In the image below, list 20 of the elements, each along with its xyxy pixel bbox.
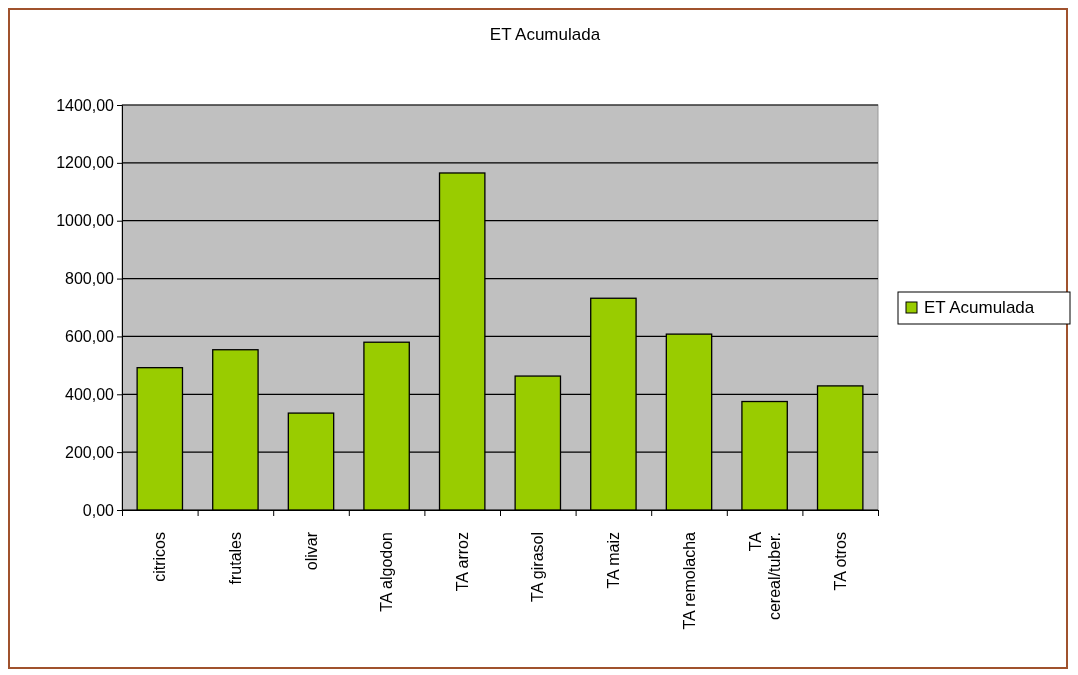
- y-tick-label: 1400,00: [56, 96, 115, 114]
- x-tick-label: TA algodon: [378, 532, 396, 612]
- x-tick-label: TA remolacha: [680, 531, 698, 630]
- y-tick-label: 400,00: [65, 385, 115, 403]
- chart-title: ET Acumulada: [489, 25, 601, 44]
- y-tick-label: 800,00: [65, 270, 115, 288]
- x-tick-label: TA cereal/tuber.: [746, 531, 783, 621]
- x-tick-label: citricos: [151, 532, 169, 582]
- x-tick-label: TA girasol: [529, 532, 547, 602]
- x-tick-label: olivar: [302, 531, 320, 571]
- legend-label: ET Acumulada: [924, 298, 1035, 317]
- y-tick-label: 600,00: [65, 328, 115, 346]
- x-tick-label: frutales: [227, 532, 244, 585]
- y-tick-label: 200,00: [65, 443, 115, 461]
- x-tick-label: TA maiz: [605, 532, 622, 589]
- y-tick-label: 1000,00: [56, 212, 115, 230]
- y-tick-label: 1200,00: [56, 154, 115, 172]
- x-tick-label: TA otros: [831, 532, 849, 591]
- y-tick-label: 0,00: [82, 501, 115, 519]
- x-tick-label: TA arroz: [453, 532, 471, 592]
